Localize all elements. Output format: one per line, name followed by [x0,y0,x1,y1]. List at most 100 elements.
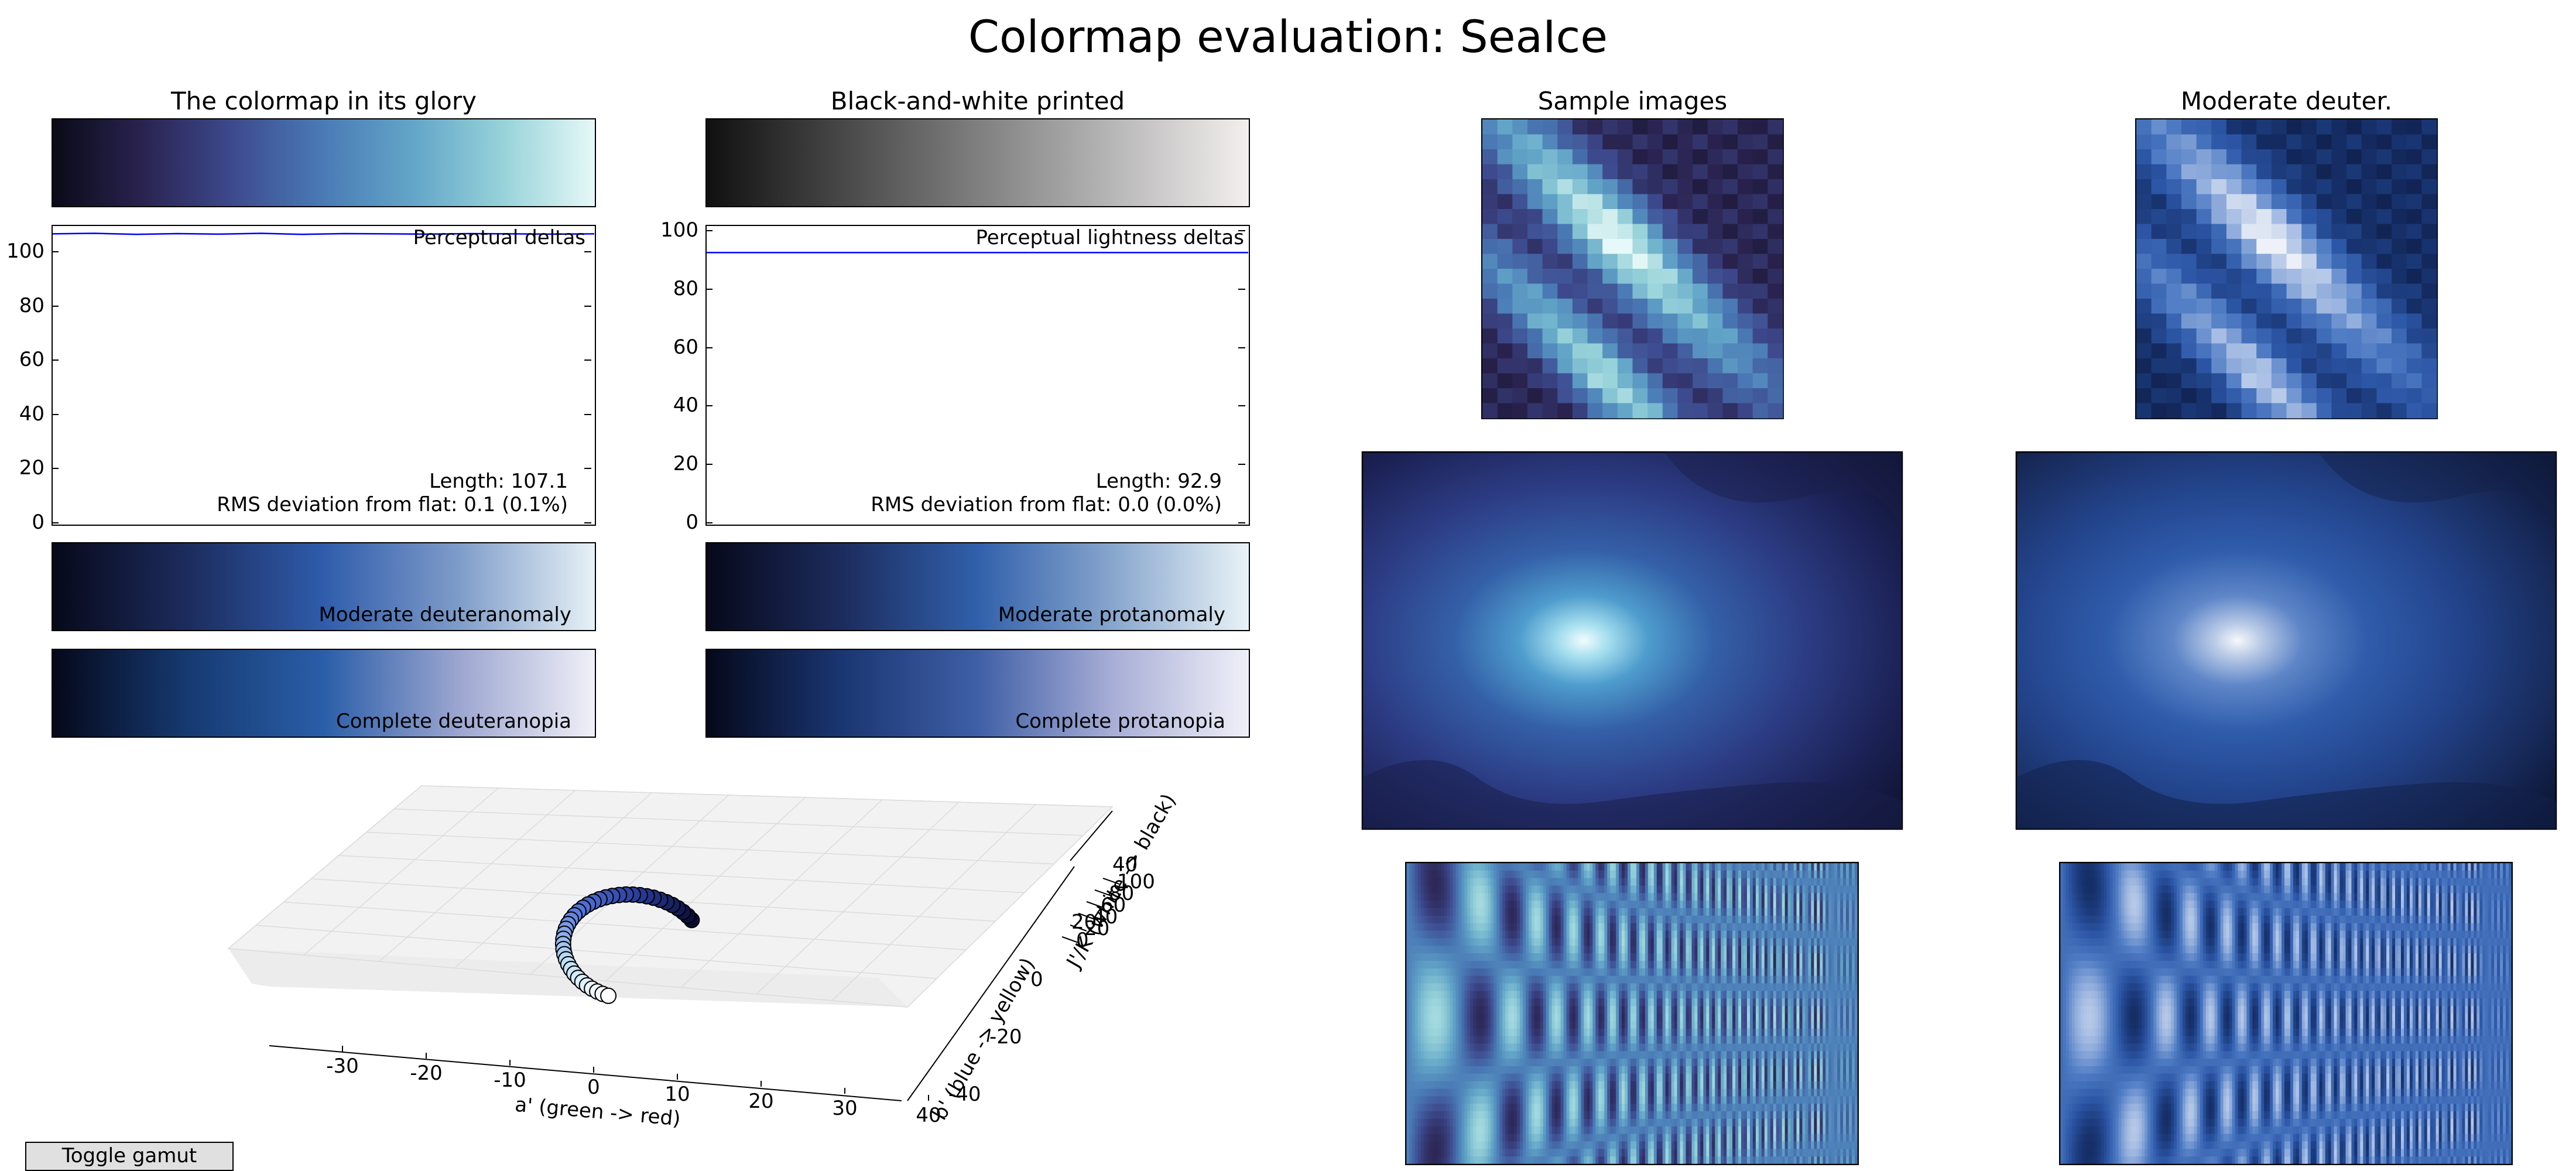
wave-cell [1467,998,1471,1006]
wave-cell [1802,1014,1806,1022]
wave-cell [1470,1059,1474,1067]
wave-cell [1732,923,1736,932]
pixel [1572,239,1588,255]
wave-cell [1796,991,1800,999]
pixel [2376,358,2392,374]
wave-cell [1450,953,1454,961]
wave-cell [1423,968,1427,977]
wave-cell [1843,998,1847,1006]
wave-cell [1706,1014,1710,1022]
wave-cell [1450,1036,1454,1044]
wave-cell [1855,1051,1858,1059]
wave-cell [1784,878,1789,886]
wave-cell [1592,1006,1596,1014]
wave-cell [1665,878,1669,886]
pixel [1497,343,1513,359]
wave-cell [1432,1043,1436,1052]
wave-cell [1610,863,1614,871]
wave-cell [1496,953,1500,961]
pixel [1617,239,1633,255]
wave-cell [1758,1051,1762,1059]
wave-cell [1688,961,1693,969]
wave-cell [1592,1021,1596,1029]
wave-cell [1677,975,1681,984]
wave-cell [1761,961,1765,969]
wave-cell [1691,968,1695,977]
pixel [2241,388,2257,404]
wave-cell [1799,991,1803,999]
wave-cell [1694,900,1698,909]
wave-cell [1604,946,1608,954]
wave-cell [1793,878,1797,886]
wave-cell [1560,991,1564,999]
wave-cell [1476,946,1479,954]
wave-cell [1831,908,1835,916]
wave-cell [1438,975,1442,984]
wave-cell [1628,975,1631,984]
wave-cell [1674,915,1678,924]
wave-cell [1519,1028,1523,1037]
wave-cell [1476,870,1479,879]
wave-cell [1799,938,1803,946]
wave-cell [1787,878,1791,886]
wave-cell [1488,1043,1491,1052]
wave-cell [1420,961,1424,969]
wave-cell [1744,1014,1748,1022]
wave-cell [1767,915,1771,924]
pixel [1527,194,1543,210]
wave-cell [1677,1021,1681,1029]
wave-cell [1409,1036,1413,1044]
wave-cell [1782,991,1786,999]
wave-cell [1488,1021,1491,1029]
wave-cell [1779,968,1783,977]
wave-cell [1435,961,1439,969]
pixel [2376,119,2392,135]
wave-cell [1496,1028,1500,1037]
wave-cell [1482,863,1485,871]
wave-cell [1540,953,1544,961]
wave-cell [1849,885,1852,893]
wave-cell [1491,961,1494,969]
wave-cell [1560,1043,1564,1052]
wave-cell [1656,863,1660,871]
wave-cell [1846,1014,1849,1022]
wave-cell [1653,908,1657,916]
wave-cell [1482,1021,1485,1029]
wave-cell [1642,915,1646,924]
wave-cell [1633,1014,1637,1022]
wave-cell [1598,975,1602,984]
wave-cell [1522,863,1526,871]
pixel [2316,269,2332,285]
pixel [1602,194,1618,210]
wave-cell [1773,900,1777,909]
wave-cell [1461,1006,1465,1014]
wave-cell [1508,1051,1512,1059]
wave-cell [1622,975,1625,984]
wave-cell [1843,975,1847,984]
wave-cell [1493,1021,1497,1029]
wave-cell [1746,863,1751,871]
wave-cell [1505,930,1509,939]
wave-cell [1414,863,1419,871]
delta-series-line [53,232,594,235]
sample-terrain-image [1361,451,1903,830]
wave-cell [1735,908,1739,916]
wave-cell [1639,893,1643,901]
wave-cell [1412,1028,1416,1037]
wave-cell [1587,953,1590,961]
pixel [1677,224,1693,239]
wave-cell [1625,1006,1628,1014]
wave-cell [1647,1014,1652,1022]
wave-cell [1613,983,1616,992]
wave-cell [1444,915,1448,924]
wave-cell [1610,998,1614,1006]
wave-cell [1650,1051,1654,1059]
wave-cell [1444,1006,1448,1014]
wave-cell [1488,885,1491,893]
wave-cell [1592,1043,1596,1052]
pixel [1572,373,1588,389]
wave-cell [1417,953,1421,961]
pixel [1572,388,1588,404]
wave-cell [1554,1006,1558,1014]
wave-cell [1569,998,1573,1006]
